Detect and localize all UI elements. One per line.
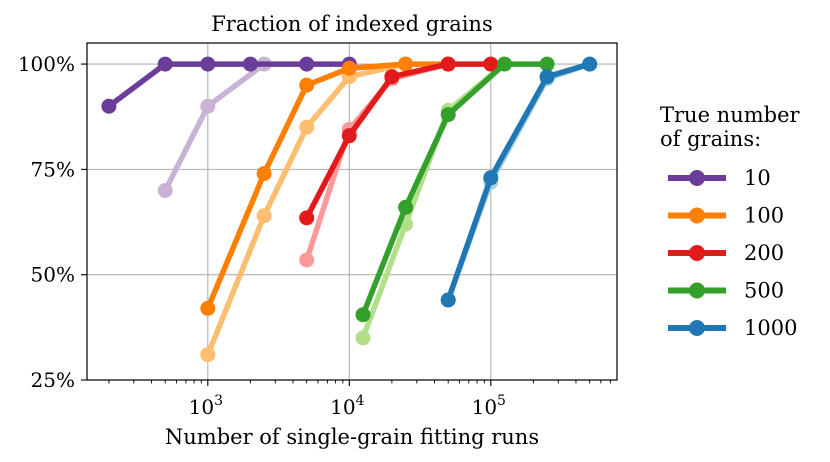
- legend-marker: [689, 170, 705, 186]
- data-point: [299, 252, 315, 268]
- data-point: [200, 347, 216, 363]
- legend-label: 10: [744, 166, 771, 190]
- data-point: [256, 166, 272, 182]
- legend-title: True number: [660, 103, 801, 127]
- data-point: [341, 128, 357, 144]
- y-axis-ticks: 25% 50% 75% 100%: [18, 52, 87, 392]
- legend-entry-200: 200: [668, 241, 784, 265]
- series-line: [162, 61, 267, 194]
- chart-title: Fraction of indexed grains: [211, 12, 493, 36]
- data-point: [440, 56, 456, 72]
- data-point: [483, 56, 499, 72]
- x-tick-label: 104: [330, 393, 364, 419]
- legend-entry-500: 500: [668, 279, 784, 303]
- data-point: [440, 107, 456, 123]
- data-point: [256, 208, 272, 224]
- data-point: [157, 182, 173, 198]
- secondary-series: [299, 56, 456, 268]
- legend-entry-1000: 1000: [668, 316, 797, 340]
- y-tick-label: 100%: [18, 52, 75, 76]
- data-point: [200, 56, 216, 72]
- data-point: [440, 292, 456, 308]
- legend-label: 500: [744, 279, 784, 303]
- data-point: [496, 56, 512, 72]
- secondary-series: [355, 56, 512, 346]
- x-tick-label: 103: [189, 393, 223, 419]
- data-point: [200, 98, 216, 114]
- data-point: [299, 77, 315, 93]
- series-100: [200, 56, 456, 316]
- x-axis-label: Number of single-grain fitting runs: [165, 425, 539, 449]
- data-point: [582, 56, 598, 72]
- series-200: [299, 56, 499, 226]
- y-tick-label: 50%: [31, 263, 75, 287]
- legend-marker: [689, 245, 705, 261]
- plot-frame: [86, 42, 618, 381]
- x-tick-label: 105: [472, 393, 506, 419]
- data-point: [398, 199, 414, 215]
- legend-entry-100: 100: [668, 204, 784, 228]
- series-1000: [440, 56, 598, 308]
- secondary-series: [200, 56, 414, 363]
- legend-marker: [689, 207, 705, 224]
- data-point: [242, 56, 258, 72]
- secondary-series: [157, 56, 272, 198]
- data-point: [398, 56, 414, 72]
- data-point: [299, 56, 315, 72]
- data-point: [355, 330, 371, 346]
- legend-title: of grains:: [660, 127, 761, 151]
- series-lines: [101, 56, 598, 323]
- series-line: [303, 61, 494, 221]
- legend-label: 100: [744, 204, 784, 228]
- y-tick-label: 25%: [31, 368, 75, 392]
- legend-label: 200: [744, 241, 784, 265]
- legend-marker: [689, 320, 705, 336]
- data-point: [539, 69, 555, 85]
- data-point: [200, 300, 216, 316]
- data-point: [157, 56, 173, 72]
- data-point: [483, 170, 499, 186]
- series-line: [445, 61, 593, 303]
- series-500: [355, 56, 555, 323]
- y-tick-label: 75%: [31, 157, 75, 181]
- legend-entry-10: 10: [668, 166, 771, 190]
- data-point: [101, 98, 117, 114]
- data-point: [384, 69, 400, 85]
- x-axis-ticks: 103 104 105: [108, 380, 611, 419]
- data-point: [299, 210, 315, 226]
- series-line: [445, 61, 593, 303]
- data-point: [299, 119, 315, 135]
- data-point: [341, 60, 357, 76]
- data-point: [355, 307, 371, 323]
- series-10: [101, 56, 357, 114]
- legend-label: 1000: [744, 316, 797, 340]
- data-point: [539, 56, 555, 72]
- legend-marker: [689, 282, 705, 299]
